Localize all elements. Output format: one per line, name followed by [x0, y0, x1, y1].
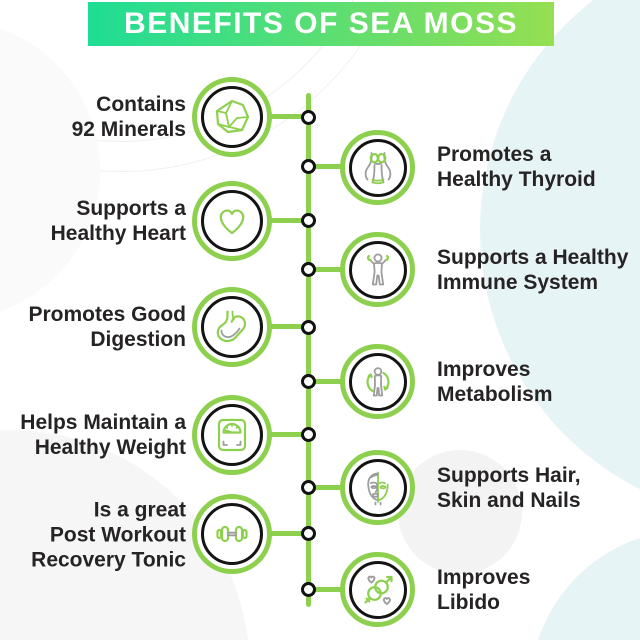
label-line: Libido [437, 591, 500, 614]
timeline-node [301, 213, 316, 228]
label-line: Improves [437, 566, 531, 589]
label-line: Contains [96, 93, 186, 116]
heart-icon-circle [192, 181, 272, 261]
label-line: Recovery Tonic [31, 548, 186, 572]
timeline-node [301, 159, 316, 174]
label-line: Healthy Weight [34, 436, 186, 459]
connector-line [264, 114, 309, 119]
metabolism-icon-circle [340, 344, 415, 419]
connector-line [308, 379, 346, 384]
face-icon-circle [340, 450, 415, 525]
connector-line [308, 587, 346, 592]
libido-icon [363, 575, 393, 605]
label-line: Helps Maintain a [20, 411, 186, 434]
label-line: Promotes Good [28, 303, 186, 326]
metabolism-icon [366, 366, 389, 396]
label-line: Supports a [76, 197, 186, 220]
connector-line [264, 218, 309, 223]
label-immune-system: Supports a Healthy Immune System [437, 245, 640, 295]
timeline-node [301, 582, 316, 597]
timeline-node [301, 427, 316, 442]
immune-icon [366, 253, 389, 285]
page-title: BENEFITS OF SEA MOSS [124, 7, 518, 40]
label-line: Skin and Nails [437, 489, 581, 512]
thyroid-icon [364, 151, 391, 184]
label-line: Healthy Heart [50, 222, 186, 245]
label-hair-skin-nails: Supports Hair, Skin and Nails [437, 463, 640, 513]
label-good-digestion: Promotes Good Digestion [0, 302, 186, 352]
label-line: Immune System [437, 271, 599, 294]
timeline-node [301, 110, 316, 125]
timeline-node [301, 320, 316, 335]
label-improves-libido: Improves Libido [437, 565, 640, 615]
header-banner: BENEFITS OF SEA MOSS [88, 2, 554, 46]
label-line: Is a great [93, 498, 186, 522]
decorative-circle [398, 450, 522, 574]
label-post-workout-tonic: Is a great Post Workout Recovery Tonic [0, 498, 186, 573]
label-line: Post Workout [49, 523, 186, 547]
connector-line [308, 164, 346, 169]
timeline-node [301, 262, 316, 277]
label-contains-92-minerals: Contains 92 Minerals [0, 92, 186, 142]
timeline-line [306, 93, 311, 607]
dumbbell-icon [216, 525, 248, 543]
connector-line [264, 324, 309, 329]
immune-icon-circle [340, 232, 415, 307]
label-line: Improves [437, 358, 531, 381]
heart-icon [219, 209, 245, 235]
timeline-node [301, 374, 316, 389]
label-line: Supports a Healthy [437, 246, 629, 269]
connector-line [264, 432, 309, 437]
scale-icon-circle [192, 395, 272, 475]
stomach-icon-circle [192, 287, 272, 367]
timeline-node [301, 480, 316, 495]
connector-line [264, 531, 309, 536]
label-healthy-thyroid: Promotes a Healthy Thyroid [437, 142, 640, 192]
label-line: Healthy Thyroid [437, 168, 596, 191]
dumbbell-icon-circle [192, 494, 272, 574]
thyroid-icon-circle [340, 130, 415, 205]
scale-icon [217, 418, 247, 452]
connector-line [308, 485, 346, 490]
stomach-icon [216, 310, 247, 343]
label-healthy-weight: Helps Maintain a Healthy Weight [0, 410, 186, 460]
mineral-icon-circle [192, 77, 272, 157]
label-improves-metabolism: Improves Metabolism [437, 357, 640, 407]
timeline-node [301, 526, 316, 541]
label-healthy-heart: Supports a Healthy Heart [0, 196, 186, 246]
connector-line [308, 267, 346, 272]
label-line: Metabolism [437, 383, 553, 406]
label-line: Supports Hair, [437, 464, 581, 487]
label-line: Promotes a [437, 143, 552, 166]
face-icon [366, 471, 389, 505]
label-line: 92 Minerals [71, 118, 186, 141]
mineral-icon [215, 99, 250, 134]
label-line: Digestion [90, 328, 186, 351]
libido-icon-circle [340, 552, 415, 627]
